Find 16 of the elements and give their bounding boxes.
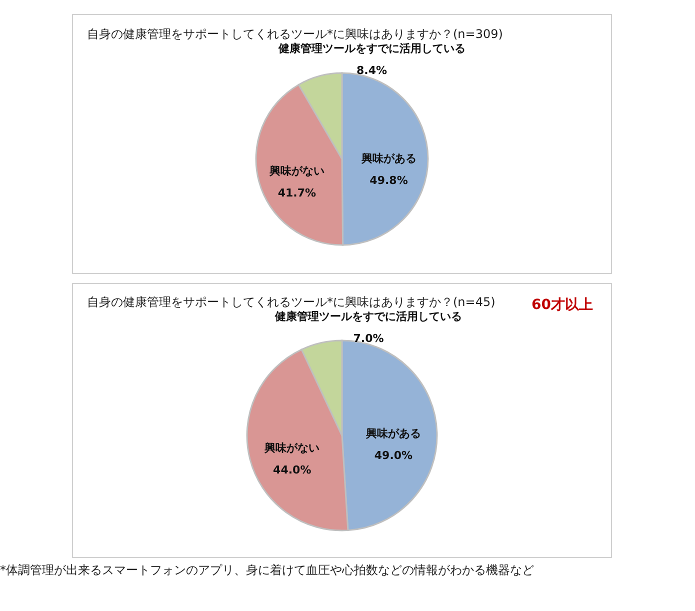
slice-label: 興味がない bbox=[264, 441, 320, 454]
slice-label: 興味がある bbox=[364, 426, 421, 440]
slice-label: 健康管理ツールをすでに活用している bbox=[277, 42, 466, 55]
data-label: 44.0% bbox=[273, 463, 312, 476]
text: *体調管理が出来るスマートフォンのアプリ、身に着けて血圧や心拍数などの情報がわかる機器など bbox=[0, 562, 534, 579]
slice-label: 健康管理ツールをすでに活用している bbox=[274, 310, 462, 323]
data-label: 49.8% bbox=[370, 174, 408, 187]
text: 60才以上 bbox=[532, 296, 593, 314]
slice-label: 興味がない bbox=[268, 164, 324, 178]
data-label: 41.7% bbox=[278, 186, 316, 200]
slice-label: 興味がある bbox=[360, 152, 416, 165]
data-label: 49.0% bbox=[374, 448, 413, 462]
data-label: 8.4% bbox=[356, 64, 388, 77]
chart-title: 自身の健康管理をサポートしてくれるツール*に興味はありますか？(n=45) bbox=[87, 294, 496, 309]
data-label: 7.0% bbox=[353, 332, 384, 345]
chart-title: 自身の健康管理をサポートしてくれるツール*に興味はありますか？(n=309) bbox=[87, 26, 503, 41]
